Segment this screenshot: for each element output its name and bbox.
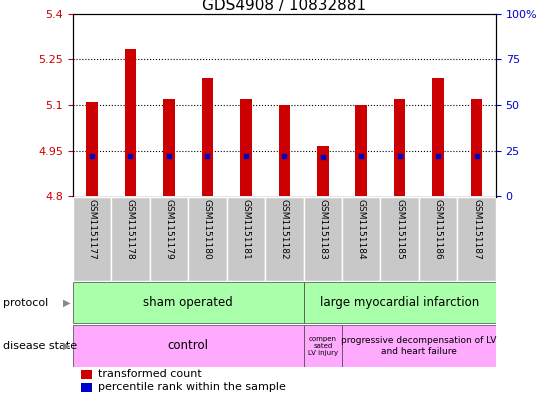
Text: GSM1151181: GSM1151181 [241, 199, 250, 260]
Bar [125, 49, 136, 196]
Text: GSM1151183: GSM1151183 [319, 199, 327, 260]
FancyBboxPatch shape [342, 196, 381, 281]
Text: control: control [168, 339, 209, 353]
FancyBboxPatch shape [226, 196, 265, 281]
FancyBboxPatch shape [73, 325, 303, 367]
Text: ▶: ▶ [63, 341, 70, 351]
Text: GSM1151178: GSM1151178 [126, 199, 135, 260]
Text: transformed count: transformed count [98, 369, 202, 379]
Text: sham operated: sham operated [143, 296, 233, 309]
Bar [202, 78, 213, 196]
Text: GSM1151187: GSM1151187 [472, 199, 481, 260]
Text: GSM1151186: GSM1151186 [434, 199, 443, 260]
Text: large myocardial infarction: large myocardial infarction [320, 296, 479, 309]
FancyBboxPatch shape [303, 325, 342, 367]
Bar [317, 146, 329, 196]
Text: progressive decompensation of LV
and heart failure: progressive decompensation of LV and hea… [341, 336, 496, 356]
FancyBboxPatch shape [342, 325, 496, 367]
Text: GSM1151184: GSM1151184 [357, 199, 366, 260]
FancyBboxPatch shape [419, 196, 458, 281]
FancyBboxPatch shape [111, 196, 150, 281]
Bar [356, 105, 367, 196]
Text: GSM1151180: GSM1151180 [203, 199, 212, 260]
Text: ▶: ▶ [63, 298, 70, 308]
FancyBboxPatch shape [303, 282, 496, 323]
FancyBboxPatch shape [265, 196, 303, 281]
Text: GSM1151179: GSM1151179 [164, 199, 174, 260]
Bar [394, 99, 405, 196]
Text: protocol: protocol [3, 298, 48, 308]
Bar [471, 99, 482, 196]
Text: disease state: disease state [3, 341, 77, 351]
Text: GSM1151185: GSM1151185 [395, 199, 404, 260]
FancyBboxPatch shape [73, 282, 303, 323]
FancyBboxPatch shape [381, 196, 419, 281]
FancyBboxPatch shape [150, 196, 188, 281]
FancyBboxPatch shape [458, 196, 496, 281]
Bar [81, 370, 92, 379]
FancyBboxPatch shape [303, 196, 342, 281]
Text: compen
sated
LV injury: compen sated LV injury [308, 336, 338, 356]
Bar [240, 99, 252, 196]
Bar [279, 105, 290, 196]
Title: GDS4908 / 10832881: GDS4908 / 10832881 [202, 0, 367, 13]
FancyBboxPatch shape [73, 196, 111, 281]
Bar [81, 383, 92, 392]
Bar [432, 78, 444, 196]
Bar [163, 99, 175, 196]
Text: percentile rank within the sample: percentile rank within the sample [98, 382, 286, 392]
Text: GSM1151177: GSM1151177 [87, 199, 96, 260]
Bar [86, 102, 98, 196]
FancyBboxPatch shape [188, 196, 226, 281]
Text: GSM1151182: GSM1151182 [280, 199, 289, 260]
